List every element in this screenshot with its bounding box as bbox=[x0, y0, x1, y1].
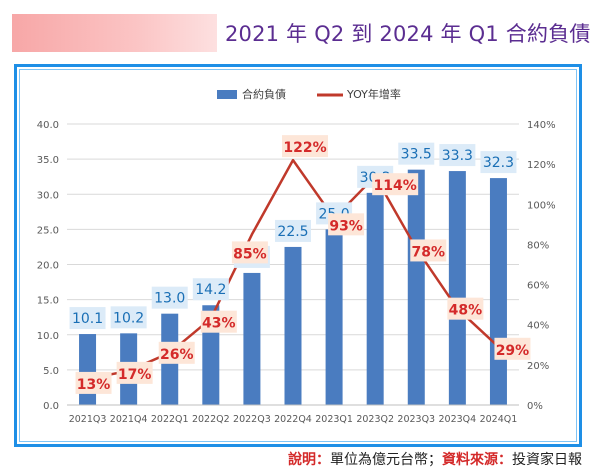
legend-bar-swatch bbox=[217, 90, 237, 99]
redacted-logo-block bbox=[12, 14, 217, 52]
pct-label: 29% bbox=[496, 343, 530, 359]
bar-value-label: 33.3 bbox=[442, 148, 473, 164]
bar bbox=[448, 171, 466, 405]
x-tick-label: 2023Q3 bbox=[397, 414, 435, 425]
x-tick-label: 2023Q2 bbox=[356, 414, 394, 425]
y-right-tick-label: 20% bbox=[527, 361, 549, 372]
pct-label: 114% bbox=[374, 178, 417, 194]
y-left-tick-label: 0.0 bbox=[43, 401, 59, 412]
bar bbox=[325, 229, 343, 405]
bar-series bbox=[79, 169, 507, 405]
pct-label: 93% bbox=[329, 218, 363, 234]
bar bbox=[284, 246, 302, 405]
bar-value-label: 14.2 bbox=[195, 282, 226, 298]
bar-value-label: 10.1 bbox=[72, 311, 103, 327]
bar-value-label-box bbox=[110, 306, 147, 329]
pct-label-box bbox=[328, 213, 365, 236]
page-title: 2021 年 Q2 到 2024 年 Q1 合約負債 bbox=[225, 22, 591, 46]
pct-label: 48% bbox=[449, 303, 483, 319]
y-right-tick-label: 0% bbox=[527, 401, 543, 412]
bar bbox=[407, 169, 425, 405]
x-tick-label: 2024Q1 bbox=[480, 414, 518, 425]
pct-label: 26% bbox=[160, 347, 194, 363]
x-tick-label: 2022Q1 bbox=[151, 414, 189, 425]
y-right-tick-label: 140% bbox=[527, 120, 556, 131]
bar-value-label: 13.0 bbox=[154, 291, 185, 307]
pct-label-box bbox=[200, 310, 237, 333]
bar-value-label-box bbox=[151, 286, 188, 309]
x-tick-label: 2022Q3 bbox=[233, 414, 271, 425]
bar-value-label: 10.2 bbox=[113, 310, 144, 326]
pct-label-box bbox=[231, 241, 268, 264]
combo-chart: 10.110.213.014.218.822.525.030.233.533.3… bbox=[37, 87, 556, 425]
x-tick-label: 2022Q4 bbox=[274, 414, 312, 425]
bar-value-label-box bbox=[480, 151, 517, 174]
pct-label-box bbox=[75, 371, 112, 394]
pct-label-box bbox=[372, 173, 419, 196]
chart-frame-inner-border bbox=[19, 69, 577, 442]
bar bbox=[79, 334, 97, 405]
bar bbox=[366, 192, 384, 405]
bar-value-label-box bbox=[439, 144, 476, 167]
y-right-tick-label: 80% bbox=[527, 240, 549, 251]
bar-value-label-box bbox=[275, 219, 311, 242]
x-tick-label: 2023Q4 bbox=[439, 414, 477, 425]
bar-value-label-box bbox=[69, 307, 106, 330]
y-left-tick-label: 20.0 bbox=[37, 261, 59, 272]
pct-label-box bbox=[494, 337, 531, 360]
legend-bar-label: 合約負債 bbox=[242, 87, 286, 101]
bar-value-label: 22.5 bbox=[277, 224, 308, 240]
y-left-tick-label: 5.0 bbox=[43, 366, 59, 377]
y-left-tick-label: 15.0 bbox=[37, 296, 59, 307]
footer-label-source: 資料來源： bbox=[442, 452, 512, 468]
y-right-tick-label: 60% bbox=[527, 281, 549, 292]
bar-value-label-box bbox=[192, 278, 229, 301]
pct-label-box bbox=[447, 297, 484, 320]
pct-label: 78% bbox=[412, 244, 446, 260]
pct-label: 122% bbox=[283, 140, 326, 156]
y-left-tick-label: 40.0 bbox=[37, 120, 59, 131]
legend: 合約負債 YOY年增率 bbox=[217, 87, 401, 101]
footer-note: 說明：單位為億元台幣；資料來源：投資家日報 bbox=[288, 449, 582, 469]
pct-label: 17% bbox=[118, 367, 152, 383]
bar-value-label-box bbox=[398, 142, 435, 165]
pct-label-box bbox=[158, 341, 195, 364]
pct-label-box bbox=[410, 239, 447, 262]
line-data-labels: 13% 17% 26% 43% 85% 122% 93% 114% 78% 48% 29% bbox=[75, 135, 531, 394]
x-tick-label: 2021Q4 bbox=[110, 414, 148, 425]
bar-value-label: 33.5 bbox=[401, 147, 432, 163]
x-tick-label: 2021Q3 bbox=[69, 414, 107, 425]
x-tick-label: 2022Q2 bbox=[192, 414, 230, 425]
pct-label: 13% bbox=[77, 377, 111, 393]
y-left-tick-label: 35.0 bbox=[37, 155, 59, 166]
y-left-tick-label: 30.0 bbox=[37, 190, 59, 201]
bar bbox=[243, 272, 261, 405]
legend-line-label: YOY年增率 bbox=[346, 87, 401, 101]
bar-value-label: 32.3 bbox=[483, 155, 514, 171]
axes: 0.0 5.0 10.0 15.0 20.0 25.0 30.0 35.0 40.0 0% 20% 4… bbox=[37, 120, 556, 425]
footer-text-source: 投資家日報 bbox=[512, 452, 582, 468]
pct-label: 43% bbox=[202, 316, 236, 332]
x-tick-label: 2023Q1 bbox=[315, 414, 353, 425]
pct-label-box bbox=[282, 135, 328, 158]
pct-label-box bbox=[116, 361, 153, 384]
footer-label-note: 說明： bbox=[288, 452, 330, 468]
y-left-tick-label: 25.0 bbox=[37, 225, 59, 236]
bar bbox=[489, 178, 507, 405]
pct-label: 85% bbox=[233, 246, 267, 262]
y-right-tick-label: 40% bbox=[527, 321, 549, 332]
y-right-tick-label: 120% bbox=[527, 160, 556, 171]
y-left-tick-label: 10.0 bbox=[37, 331, 59, 342]
y-right-tick-label: 100% bbox=[527, 200, 556, 211]
footer-text-unit: 單位為億元台幣； bbox=[330, 452, 442, 468]
